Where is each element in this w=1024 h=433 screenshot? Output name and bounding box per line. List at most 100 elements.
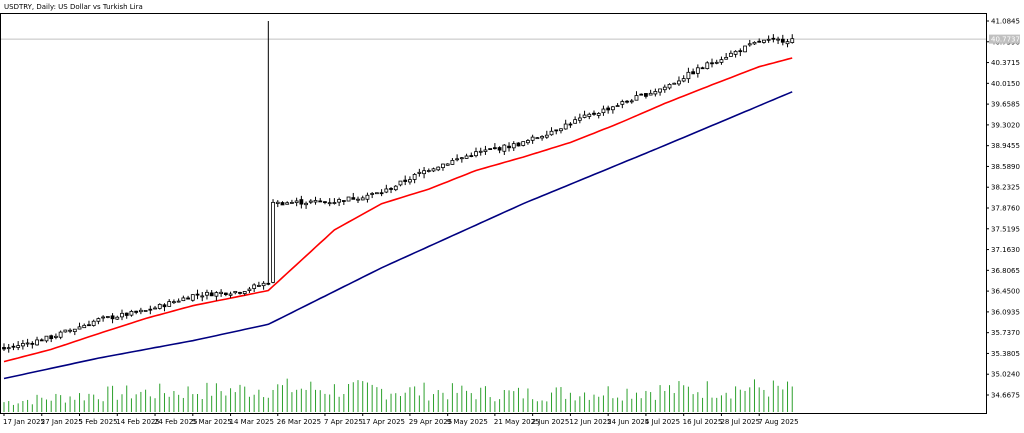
candle-body (346, 196, 351, 202)
candle (785, 38, 790, 48)
candle-body (620, 101, 625, 105)
x-tick-label: 24 Jun 2025 (607, 418, 649, 426)
candle-body (398, 180, 403, 186)
candle (44, 335, 49, 343)
candle-body (502, 144, 507, 152)
candle (573, 116, 578, 124)
candle (290, 199, 294, 204)
y-tick-label: 34.6675 (991, 392, 1020, 400)
candle-body (115, 316, 120, 320)
candle-body (601, 108, 606, 114)
candle (195, 289, 200, 300)
candle-body (313, 200, 318, 203)
candle-body (6, 347, 11, 350)
y-tick-label: 40.0150 (991, 80, 1020, 88)
candle (464, 153, 469, 159)
candle-body (82, 324, 87, 329)
candle-body (101, 316, 106, 319)
candle (304, 201, 308, 209)
candle-body (219, 291, 224, 294)
candle-body (563, 123, 568, 130)
candle-body (134, 310, 139, 313)
candle (417, 168, 422, 177)
candle (35, 336, 39, 346)
candle (658, 88, 662, 96)
candle (743, 45, 747, 53)
candle-body (337, 199, 342, 203)
candle (441, 163, 445, 171)
candle-body (261, 282, 266, 287)
price-axis[interactable]: 41.084540.739040.371540.015039.658539.30… (986, 18, 1020, 400)
candle-body (143, 310, 148, 312)
candle (266, 21, 271, 286)
candle (157, 303, 162, 310)
candle (455, 154, 460, 162)
candle (205, 289, 209, 300)
candle (105, 316, 110, 319)
x-tick-label: 9 May 2025 (447, 418, 488, 426)
candle-body (752, 41, 757, 45)
candle-body (582, 114, 587, 118)
candle (681, 75, 686, 83)
candle (223, 292, 228, 297)
candle (271, 199, 275, 284)
candle-body (77, 326, 82, 330)
y-tick-label: 36.4500 (991, 288, 1020, 296)
y-tick-label: 38.9455 (991, 142, 1020, 150)
candle (738, 48, 743, 57)
candle-body (223, 292, 228, 296)
candle-body (360, 197, 365, 201)
candle-body (483, 149, 488, 152)
x-tick-label: 4 Jul 2025 (645, 418, 680, 426)
candle-body (214, 292, 219, 297)
candle (233, 290, 238, 295)
ma-fast-path (3, 57, 793, 363)
candle (327, 198, 332, 207)
candle (422, 166, 426, 179)
candle-body (157, 303, 162, 309)
candle-body (776, 38, 780, 41)
y-tick-label: 37.8760 (991, 205, 1020, 213)
candle (200, 292, 205, 302)
candle (757, 38, 762, 43)
x-tick-label: 28 Jul 2025 (720, 418, 760, 426)
candle-body (492, 147, 497, 150)
candle-body (167, 301, 172, 307)
candle (63, 329, 68, 333)
candle-body (743, 45, 747, 53)
candle (559, 128, 563, 134)
candle (393, 185, 398, 192)
candle-body (592, 112, 596, 115)
candle (601, 105, 606, 116)
y-tick-label: 35.0240 (991, 371, 1020, 379)
candle-body (747, 43, 752, 46)
candle-body (25, 342, 30, 345)
candle (370, 192, 375, 199)
x-tick-label: 7 Aug 2025 (758, 418, 798, 426)
candle-body (11, 345, 16, 348)
candle-body (733, 50, 738, 55)
candle (497, 146, 502, 154)
candle (91, 319, 96, 327)
candle (507, 142, 511, 152)
candle-body (710, 62, 714, 65)
candle-body (691, 71, 696, 75)
candle-body (403, 179, 408, 182)
candle-body (290, 202, 294, 204)
candle-body (384, 188, 389, 193)
candle-body (120, 312, 124, 318)
candle (592, 110, 596, 116)
y-tick-label: 36.8065 (991, 267, 1020, 275)
candle (176, 298, 181, 303)
candle (478, 147, 483, 156)
candle (686, 67, 691, 83)
candle-body (63, 329, 68, 333)
candle (714, 59, 719, 65)
candle (181, 295, 186, 302)
candle-body (526, 140, 530, 144)
candle (219, 289, 224, 297)
candle-body (464, 155, 469, 159)
